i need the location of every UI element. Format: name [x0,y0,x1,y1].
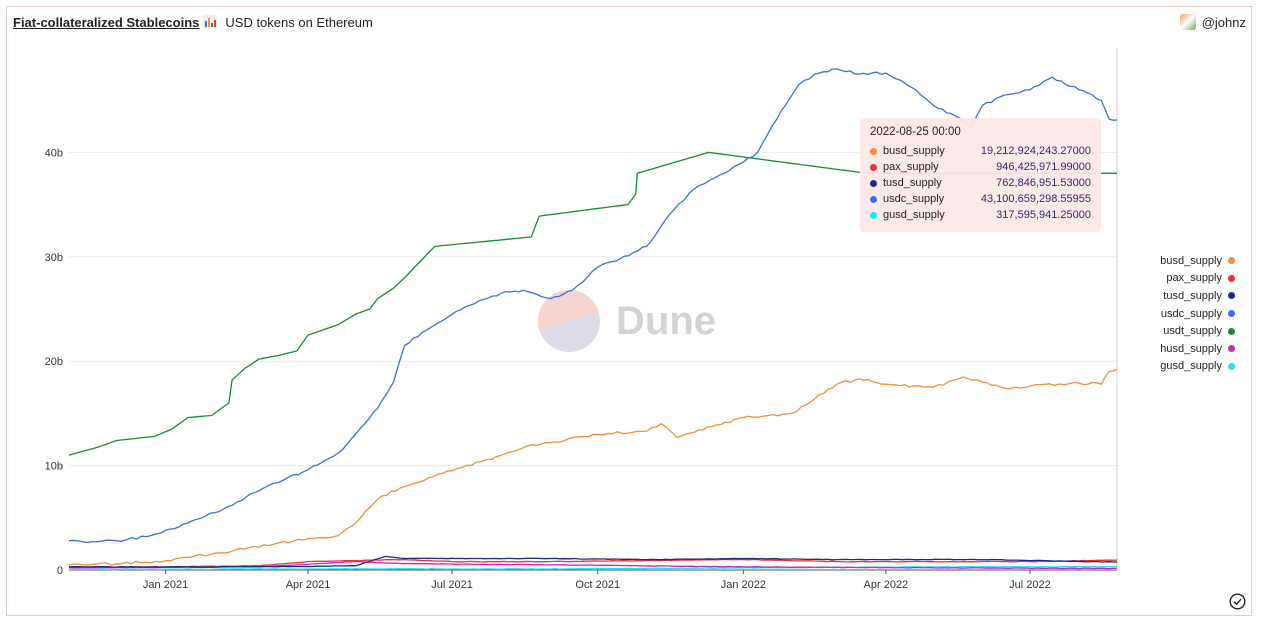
y-tick-label: 0 [57,565,63,577]
tooltip-series-name: tusd_supply [883,177,942,189]
user-name: @johnz [1201,14,1246,30]
legend-item-pax_supply[interactable]: pax_supply [1140,270,1235,288]
tooltip-row: tusd_supply 762,846,951.53000 [870,175,1091,191]
y-tick-label: 20b [45,356,63,368]
legend-item-tusd_supply[interactable]: tusd_supply [1140,287,1235,305]
series-line-pax_supply[interactable] [68,558,1118,568]
y-tick-label: 40b [45,147,63,159]
legend-item-busd_supply[interactable]: busd_supply [1140,252,1235,270]
chart-card-frame [6,6,1252,616]
watermark-text: Dune [616,298,716,343]
tooltip-dot-icon [870,195,877,203]
legend-item-gusd_supply[interactable]: gusd_supply [1140,358,1235,376]
tooltip-dot-icon [870,211,877,219]
x-tick-label: Oct 2021 [575,579,620,591]
series-line-busd_supply[interactable] [68,368,1118,566]
check-circle-icon[interactable] [1229,593,1246,610]
x-tick-label: Jul 2022 [1009,579,1051,591]
tooltip-row: usdc_supply 43,100,659,298.55955 [870,191,1091,207]
legend-item-husd_supply[interactable]: husd_supply [1140,340,1235,358]
chart-title-link[interactable]: Fiat-collateralized Stablecoins [13,14,200,30]
chart-legend: busd_supply pax_supply tusd_supply usdc_sup… [1140,252,1235,375]
user-avatar-icon [1179,14,1196,30]
y-tick-label: 30b [45,252,63,264]
x-tick-label: Apr 2022 [864,579,909,591]
tooltip-series-value: 317,595,941.25000 [996,209,1091,221]
tooltip-row: pax_supply 946,425,971.99000 [870,159,1091,175]
tooltip-series-name: gusd_supply [883,209,945,221]
chart-tooltip: 2022-08-25 00:00 busd_supply 19,212,924,2… [860,118,1101,232]
tooltip-series-name: usdc_supply [883,193,945,205]
series-line-usdc_supply[interactable] [68,68,1118,544]
series-line-gusd_supply[interactable] [68,565,1118,571]
legend-dot-icon [1228,257,1235,265]
legend-label: busd_supply [1160,254,1222,267]
tooltip-row: busd_supply 19,212,924,243.27000 [870,143,1091,159]
tooltip-series-value: 946,425,971.99000 [996,161,1091,173]
chart-header: Fiat-collateralized Stablecoins USD toke… [13,14,373,30]
x-tick-label: Apr 2021 [286,579,331,591]
tooltip-series-name: busd_supply [883,145,945,157]
tooltip-row: gusd_supply 317,595,941.25000 [870,207,1091,223]
legend-label: tusd_supply [1163,289,1222,302]
user-link[interactable]: @johnz [1179,14,1246,30]
x-tick-label: Jul 2021 [431,579,473,591]
bar-chart-icon [203,15,218,29]
chart-subtitle: USD tokens on Ethereum [225,14,373,30]
legend-label: usdc_supply [1160,307,1222,320]
legend-label: gusd_supply [1160,360,1222,373]
legend-dot-icon [1228,327,1235,335]
y-tick-label: 10b [45,461,63,473]
series-line-tusd_supply[interactable] [68,555,1118,568]
legend-dot-icon [1228,362,1235,370]
dune-logo-icon [538,290,600,352]
legend-dot-icon [1228,345,1235,353]
x-tick-label: Jan 2021 [143,579,188,591]
legend-dot-icon [1228,274,1235,282]
tooltip-dot-icon [870,163,877,171]
x-axis: Jan 2021 Apr 2021 Jul 2021 Oct 2021 Jan 2022… [143,570,1051,591]
tooltip-series-value: 762,846,951.53000 [996,177,1091,189]
legend-label: usdt_supply [1163,325,1222,338]
legend-label: husd_supply [1160,342,1222,355]
legend-dot-icon [1228,310,1235,318]
tooltip-series-value: 43,100,659,298.55955 [980,193,1091,205]
y-axis: 0 10b 20b 30b 40b [45,147,63,577]
legend-item-usdc_supply[interactable]: usdc_supply [1140,305,1235,323]
tooltip-dot-icon [870,179,877,187]
tooltip-series-value: 19,212,924,243.27000 [980,145,1091,157]
tooltip-dot-icon [870,147,877,155]
legend-item-usdt_supply[interactable]: usdt_supply [1140,322,1235,340]
x-tick-label: Jan 2022 [721,579,766,591]
dune-watermark: Dune [538,290,716,352]
legend-label: pax_supply [1166,272,1222,285]
series-line-husd_supply[interactable] [68,560,1117,570]
tooltip-date: 2022-08-25 00:00 [870,126,961,138]
legend-dot-icon [1228,292,1235,300]
tooltip-series-name: pax_supply [883,161,939,173]
